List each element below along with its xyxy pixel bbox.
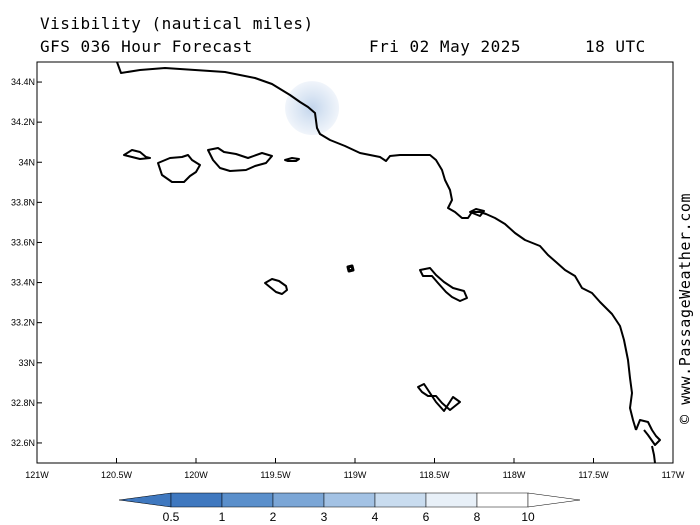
lat-tick-label: 33.4N — [11, 278, 35, 288]
forecast-date: Fri 02 May 2025 — [369, 37, 521, 56]
colorbar-low-arrow — [118, 492, 172, 508]
map-title: Visibility (nautical miles) — [40, 14, 314, 33]
island-san-clemente — [417, 383, 461, 412]
island-anacapa — [284, 157, 300, 162]
visibility-features — [285, 81, 340, 136]
island-santa-cruz — [207, 147, 273, 172]
colorbar-segment — [425, 492, 478, 508]
colorbar-label: 3 — [321, 510, 328, 524]
colorbar-label: 8 — [474, 510, 481, 524]
reduced-visibility-area — [285, 81, 340, 136]
map-frame — [36, 61, 674, 464]
lon-tick-label: 119.5W — [260, 470, 291, 480]
colorbar-high-arrow — [527, 492, 581, 508]
longitude-axis: 121W 120.5W 120W 119.5W 119W 118.5W 118W 117.5W… — [25, 458, 685, 480]
lat-tick-label: 33.6N — [11, 237, 35, 247]
colorbar-segment — [170, 492, 223, 508]
island-santa-rosa — [157, 154, 201, 183]
forecast-model: GFS 036 Hour Forecast — [40, 37, 253, 56]
island-santa-barbara — [346, 264, 355, 273]
lon-tick-label: 119W — [344, 470, 367, 480]
visibility-colorbar: 0.5 1 2 3 4 6 8 10 — [118, 492, 581, 524]
island-san-nicolas — [264, 278, 288, 295]
colorbar-label: 6 — [423, 510, 430, 524]
lon-tick-label: 117W — [662, 470, 685, 480]
point-loma — [635, 419, 661, 446]
lat-tick-label: 33.8N — [11, 197, 35, 207]
colorbar-segment — [374, 492, 427, 508]
lon-tick-label: 120.5W — [101, 470, 133, 480]
lon-tick-label: 117.5W — [578, 470, 609, 480]
coast-south — [651, 445, 656, 464]
colorbar-label: 0.5 — [163, 510, 180, 524]
lon-tick-label: 118W — [503, 470, 526, 480]
lat-tick-label: 32.6N — [11, 438, 35, 448]
latitude-axis: 34.4N 34.2N 34N 33.8N 33.6N 33.4N 33.2N 33N 32.8… — [11, 77, 42, 448]
lat-tick-label: 33N — [18, 358, 35, 368]
colorbar-segment — [221, 492, 274, 508]
colorbar-label: 4 — [372, 510, 379, 524]
coastline — [116, 61, 661, 464]
lat-tick-label: 33.2N — [11, 318, 35, 328]
lon-tick-label: 121W — [25, 470, 49, 480]
forecast-time: 18 UTC — [585, 37, 646, 56]
colorbar-label: 1 — [219, 510, 226, 524]
palos-verdes — [469, 208, 485, 217]
island-catalina — [419, 267, 468, 302]
colorbar-segment — [272, 492, 325, 508]
lat-tick-label: 34.4N — [11, 77, 35, 87]
colorbar-label: 10 — [521, 510, 535, 524]
colorbar-label: 2 — [270, 510, 277, 524]
lat-tick-label: 32.8N — [11, 398, 35, 408]
lon-tick-label: 120W — [184, 470, 208, 480]
lon-tick-label: 118.5W — [419, 470, 450, 480]
lat-tick-label: 34N — [18, 157, 35, 167]
mainland-coast — [116, 61, 637, 431]
lat-tick-label: 34.2N — [11, 117, 35, 127]
island-san-miguel — [123, 149, 151, 160]
colorbar-segment — [476, 492, 529, 508]
colorbar-segment — [323, 492, 376, 508]
